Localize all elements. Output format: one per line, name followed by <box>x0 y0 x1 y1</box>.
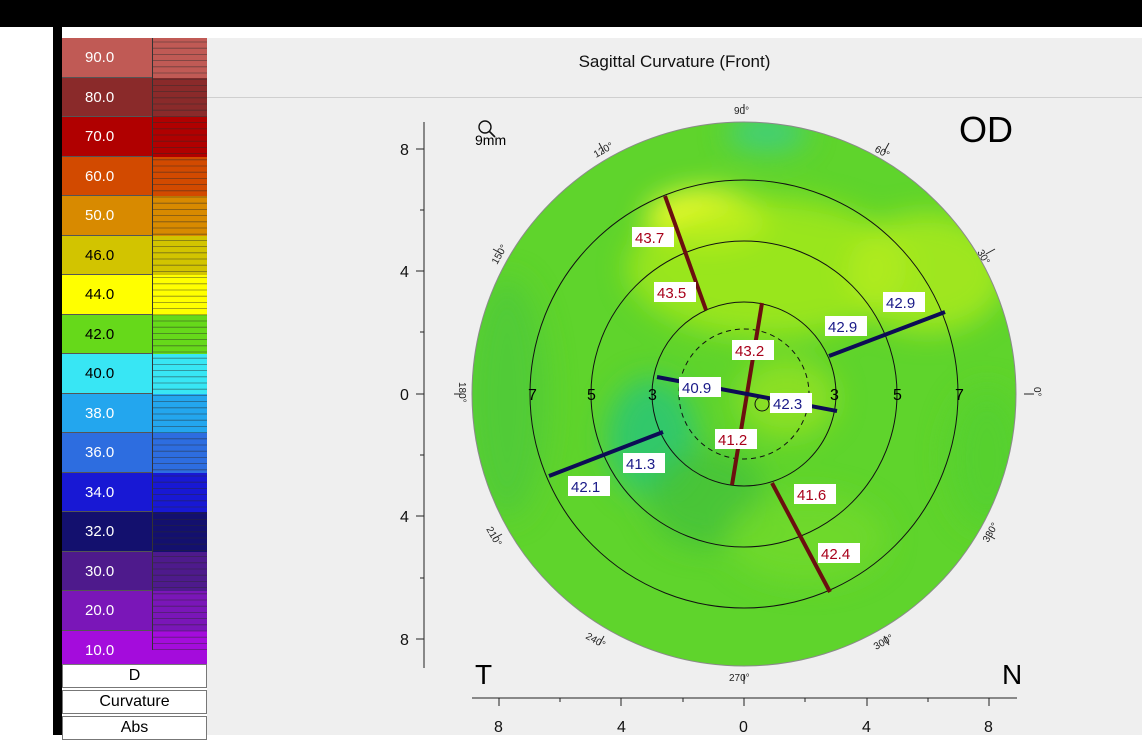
steep-k-label: 43.2 <box>735 343 764 360</box>
legend-step: 34.0 <box>62 472 152 512</box>
eye-label: OD <box>959 109 1013 150</box>
unit-label[interactable]: D <box>62 664 207 688</box>
legend-step: 44.0 <box>62 275 152 315</box>
ring-label: 7 <box>955 387 964 404</box>
window-top-bar <box>0 0 1142 27</box>
legend-step-column <box>152 354 207 394</box>
ring-radius-labels: 7 5 3 3 5 7 <box>528 387 964 404</box>
degree-ticks <box>454 104 1034 684</box>
window-left-edge <box>53 27 62 735</box>
flat-k-label: 42.9 <box>886 295 915 312</box>
legend-step: 46.0 <box>62 235 152 275</box>
steep-k-label: 42.4 <box>821 546 850 563</box>
legend-step-column <box>152 235 207 275</box>
window-left-margin <box>0 27 53 735</box>
zoom-label: 9mm <box>475 132 506 148</box>
legend-step-column <box>152 591 207 631</box>
map-title: Sagittal Curvature (Front) <box>578 52 771 71</box>
zoom-control[interactable]: 9mm <box>475 120 506 148</box>
topography-plot[interactable]: 8 4 0 4 8 8 4 0 4 8 <box>207 38 1142 735</box>
legend-step-column <box>152 472 207 512</box>
y-tick-label: 4 <box>400 264 409 281</box>
legend-step: 20.0 <box>62 591 152 631</box>
degree-label: 240° <box>584 631 607 651</box>
flat-k-label: 42.3 <box>773 396 802 413</box>
x-tick-label: 8 <box>984 719 993 735</box>
k-value-labels: 43.7 43.5 43.2 41.2 41.6 42.4 42.9 42.9 … <box>568 227 925 563</box>
y-tick-label: 8 <box>400 142 409 159</box>
temporal-label: T <box>475 659 492 690</box>
x-tick-label: 4 <box>617 719 626 735</box>
legend-step: 70.0 <box>62 117 152 157</box>
legend-step-column <box>152 117 207 157</box>
ring-label: 3 <box>648 387 657 404</box>
color-scale-legend: 90.0 80.0 70.0 60.0 50.0 46.0 44.0 42.0 40.0 38.0… <box>62 38 207 740</box>
legend-step: 90.0 <box>62 38 152 78</box>
ring-label: 7 <box>528 387 537 404</box>
steep-k-label: 41.6 <box>797 487 826 504</box>
x-tick-label: 8 <box>494 719 503 735</box>
abs-mode-button[interactable]: Abs <box>62 716 207 740</box>
zone-rings <box>529 179 959 609</box>
degree-label: 0° <box>1031 387 1042 397</box>
degree-label: 330° <box>981 521 1001 544</box>
steep-k-label: 43.5 <box>657 285 686 302</box>
legend-step: 32.0 <box>62 512 152 552</box>
legend-step-column <box>152 433 207 473</box>
ring-label: 3 <box>830 387 839 404</box>
flat-k-label: 42.1 <box>571 479 600 496</box>
x-tick-label: 4 <box>862 719 871 735</box>
flat-k-label: 42.9 <box>828 319 857 336</box>
flat-k-label: 40.9 <box>682 380 711 397</box>
legend-step-column <box>152 156 207 196</box>
degree-label: 210° <box>483 525 503 548</box>
y-tick-label: 4 <box>400 509 409 526</box>
flat-k-label: 41.3 <box>626 456 655 473</box>
y-axis: 8 4 0 4 8 <box>400 122 425 668</box>
y-tick-label: 8 <box>400 632 409 649</box>
legend-step-column <box>152 275 207 315</box>
map-panel: Sagittal Curvature (Front) 8 4 0 4 8 <box>207 38 1142 735</box>
nasal-label: N <box>1002 659 1022 690</box>
legend-step: 30.0 <box>62 551 152 591</box>
legend-step-ticks <box>152 38 207 650</box>
legend-step-column <box>152 38 207 78</box>
degree-label: 300° <box>872 633 895 653</box>
x-axis: 8 4 0 4 8 <box>472 697 1017 735</box>
x-tick-label: 0 <box>739 719 748 735</box>
degree-label: 270° <box>729 673 750 684</box>
legend-step: 40.0 <box>62 354 152 394</box>
ring-label: 5 <box>587 387 596 404</box>
legend-step: 80.0 <box>62 77 152 117</box>
legend-step: 38.0 <box>62 393 152 433</box>
legend-step: 50.0 <box>62 196 152 236</box>
ring-label: 5 <box>893 387 902 404</box>
legend-step: 42.0 <box>62 314 152 354</box>
degree-label: 180° <box>456 382 467 403</box>
legend-step: 60.0 <box>62 156 152 196</box>
y-tick-label: 0 <box>400 387 409 404</box>
steep-k-label: 41.2 <box>718 432 747 449</box>
degree-label: 90° <box>734 106 749 117</box>
legend-step-column <box>152 551 207 591</box>
map-title-bar: Sagittal Curvature (Front) <box>207 38 1142 98</box>
map-type-button[interactable]: Curvature <box>62 690 207 714</box>
magnifier-icon[interactable] <box>478 120 492 134</box>
legend-step: 36.0 <box>62 433 152 473</box>
steep-k-label: 43.7 <box>635 230 664 247</box>
